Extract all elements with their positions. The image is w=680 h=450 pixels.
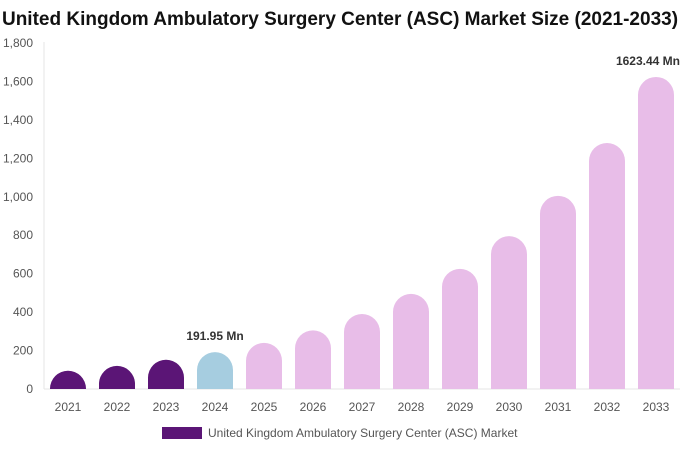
x-tick-label: 2026: [300, 400, 327, 414]
x-axis-ticks: 2021 2022 2023 2024 2025 2026 2027 2028 2029 2030…: [55, 400, 670, 414]
bar-2025: [246, 342, 282, 389]
x-tick-label: 2024: [202, 400, 229, 414]
data-label: 191.95 Mn: [186, 329, 243, 343]
legend-swatch: [162, 427, 202, 439]
x-tick-label: 2029: [447, 400, 474, 414]
x-tick-label: 2025: [251, 400, 278, 414]
bar-2027: [344, 314, 380, 389]
legend: United Kingdom Ambulatory Surgery Center…: [162, 426, 517, 440]
bar-2028: [393, 293, 429, 389]
y-tick-label: 400: [13, 305, 33, 319]
bar-2024: [197, 352, 233, 389]
y-axis-ticks: 0 200 400 600 800 1,000 1,200 1,400 1,600 1,800: [3, 36, 33, 396]
y-tick-label: 1,600: [3, 74, 33, 88]
bar-2029: [442, 268, 478, 389]
y-tick-label: 800: [13, 228, 33, 242]
data-label: 1623.44 Mn: [616, 54, 680, 68]
bar-2031: [540, 195, 576, 389]
legend-label: United Kingdom Ambulatory Surgery Center…: [208, 426, 518, 440]
bar-2030: [491, 236, 527, 389]
x-tick-label: 2032: [594, 400, 621, 414]
data-labels: 191.95 Mn 1623.44 Mn: [186, 54, 680, 343]
x-tick-label: 2030: [496, 400, 523, 414]
bar-2032: [589, 142, 625, 389]
x-tick-label: 2033: [643, 400, 670, 414]
y-tick-label: 1,000: [3, 190, 33, 204]
x-tick-label: 2028: [398, 400, 425, 414]
bar-2026: [295, 330, 331, 389]
y-tick-label: 1,400: [3, 113, 33, 127]
y-tick-label: 200: [13, 344, 33, 358]
y-tick-label: 0: [26, 382, 33, 396]
bar-2033: [638, 76, 674, 390]
bars: [50, 76, 674, 390]
x-tick-label: 2023: [153, 400, 180, 414]
x-tick-label: 2027: [349, 400, 376, 414]
x-tick-label: 2022: [104, 400, 131, 414]
y-tick-label: 600: [13, 267, 33, 281]
chart-title: United Kingdom Ambulatory Surgery Center…: [1, 9, 679, 30]
bar-2023: [148, 359, 184, 389]
x-tick-label: 2031: [545, 400, 572, 414]
bar-2021: [50, 370, 86, 389]
y-tick-label: 1,800: [3, 36, 33, 50]
y-tick-label: 1,200: [3, 151, 33, 165]
x-tick-label: 2021: [55, 400, 82, 414]
bar-2022: [99, 365, 135, 389]
